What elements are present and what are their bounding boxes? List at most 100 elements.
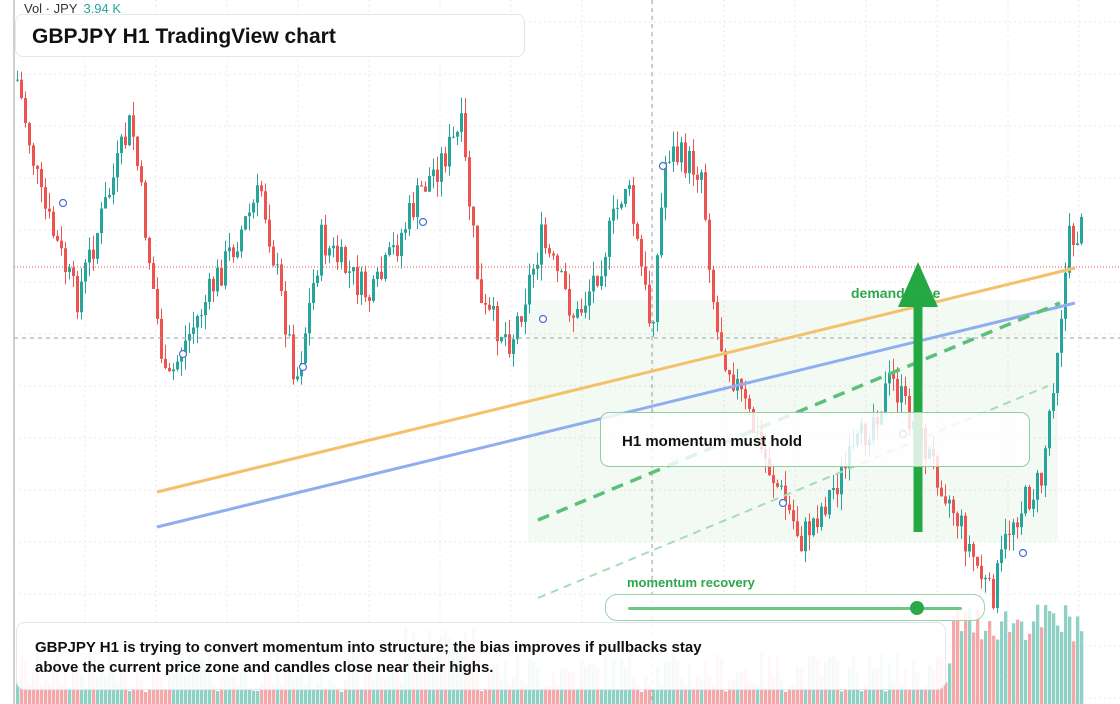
volume-bar <box>1016 619 1020 704</box>
event-marker <box>1018 548 1028 558</box>
candle-body <box>272 246 275 266</box>
candle-body <box>812 518 815 536</box>
candle-body <box>692 150 695 175</box>
candle-body <box>240 229 243 252</box>
volume-bar <box>524 683 528 704</box>
volume-bar <box>1048 611 1052 704</box>
volume-bar <box>340 691 344 704</box>
candle-body <box>508 334 511 354</box>
candle-body <box>840 466 843 495</box>
event-marker <box>658 161 668 171</box>
volume-bar <box>480 691 484 704</box>
candle-body <box>308 303 311 334</box>
volume-bar <box>680 678 684 704</box>
candle-body <box>936 456 939 488</box>
volume-bar <box>132 686 136 704</box>
candle-body <box>952 499 955 514</box>
candle-body <box>20 79 23 99</box>
volume-bar <box>1076 616 1080 704</box>
candle-body <box>56 235 59 241</box>
candle-body <box>524 304 527 322</box>
candle-body <box>244 216 247 230</box>
candle-body <box>440 153 443 182</box>
candle-body <box>816 518 819 528</box>
candle-body <box>352 267 355 272</box>
candle-body <box>592 275 595 292</box>
chart-title: GBPJPY H1 TradingView chart <box>32 25 336 48</box>
candle-body <box>232 247 235 258</box>
momentum-recovery-slider[interactable] <box>605 594 985 621</box>
volume-bar <box>544 686 548 704</box>
candle-body <box>976 556 979 566</box>
candle-body <box>992 578 995 609</box>
candle-body <box>212 278 215 292</box>
candle-body <box>528 274 531 305</box>
volume-bar <box>220 676 224 704</box>
candle-body <box>828 490 831 515</box>
candle-body <box>560 271 563 273</box>
candle-body <box>940 487 943 497</box>
volume-bar <box>952 615 956 704</box>
volume-bar <box>732 679 736 704</box>
candle-body <box>964 515 967 552</box>
candle-body <box>172 369 175 372</box>
volume-bar <box>1036 604 1040 704</box>
candle-body <box>804 521 807 552</box>
candle-body <box>40 168 43 188</box>
candle-body <box>700 172 703 180</box>
candle-body <box>48 208 51 212</box>
candle-body <box>152 263 155 289</box>
candle-body <box>32 145 35 166</box>
candle-body <box>1068 225 1071 273</box>
candle-body <box>80 281 83 313</box>
candle-body <box>304 333 307 364</box>
candle-body <box>808 521 811 536</box>
volume-bar <box>252 690 256 704</box>
volume-bar <box>304 686 308 704</box>
candle-body <box>968 543 971 552</box>
candle-body <box>532 268 535 275</box>
candle-body <box>732 374 735 391</box>
volume-bar <box>980 639 984 704</box>
candle-body <box>408 203 411 230</box>
volume-bar <box>784 691 788 704</box>
candle-body <box>456 131 459 137</box>
volume-bar <box>956 610 960 704</box>
momentum-knob[interactable] <box>909 601 924 615</box>
candle-body <box>488 304 491 310</box>
candle-body <box>536 264 539 269</box>
candle-body <box>1020 513 1023 528</box>
candle-body <box>256 185 259 203</box>
candle-body <box>76 276 79 313</box>
candle-body <box>1028 486 1031 509</box>
candle-body <box>52 211 55 236</box>
candle-body <box>204 302 207 316</box>
candle-body <box>904 386 907 396</box>
candle-body <box>444 153 447 167</box>
candle-body <box>1048 410 1051 449</box>
volume-bar <box>360 689 364 704</box>
candle-body <box>724 351 727 371</box>
volume-bar <box>384 678 388 704</box>
volume-legend-value: 3.94 K <box>83 1 122 16</box>
candle-body <box>796 521 799 536</box>
candle-body <box>548 248 551 254</box>
candle-body <box>956 513 959 527</box>
candle-body <box>1072 225 1075 245</box>
candle-body <box>844 466 847 469</box>
candle-body <box>228 247 231 252</box>
volume-bar <box>312 688 316 704</box>
candle-body <box>572 315 575 318</box>
volume-bar <box>652 689 656 704</box>
candle-body <box>704 172 707 220</box>
candle-body <box>944 496 947 504</box>
candle-body <box>680 142 683 163</box>
volume-bar <box>804 687 808 704</box>
candle-body <box>1012 522 1015 535</box>
candle-body <box>132 115 135 137</box>
volume-bar <box>400 681 404 704</box>
candle-body <box>436 169 439 182</box>
candle-body <box>820 506 823 528</box>
candle-body <box>284 290 287 335</box>
volume-bar <box>116 681 120 704</box>
